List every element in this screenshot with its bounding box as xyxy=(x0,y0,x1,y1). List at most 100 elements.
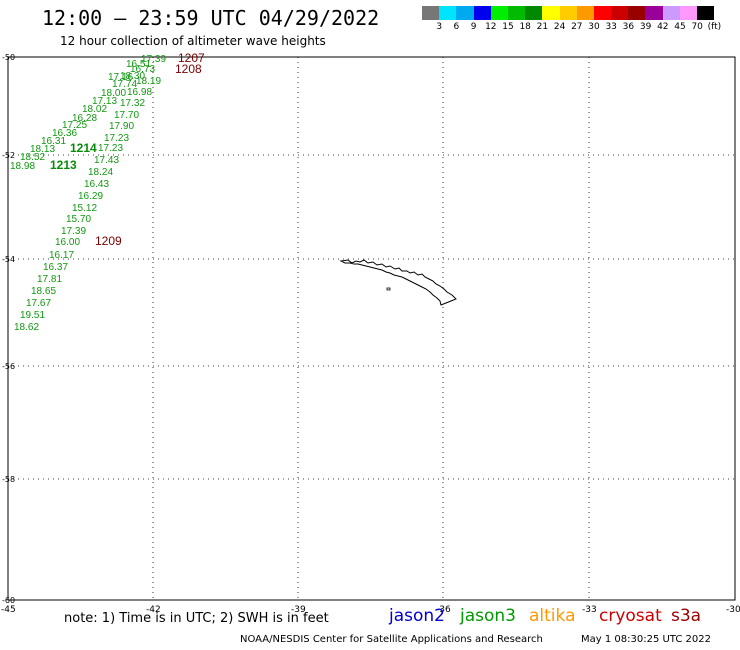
lon-label: -36 xyxy=(436,605,451,615)
swh-value: 17.13 xyxy=(92,96,117,107)
pass-id-label: 1207 xyxy=(178,51,205,65)
lon-label: -42 xyxy=(146,605,161,615)
lat-label: -56 xyxy=(2,362,15,371)
swh-value: 18.24 xyxy=(88,167,113,178)
colorbar-label: 3 xyxy=(436,22,443,32)
colorbar-label: 27 xyxy=(571,22,583,32)
map-frame xyxy=(7,56,736,601)
legend-jason2: jason2 xyxy=(389,606,445,626)
colorbar-swatch xyxy=(611,6,629,20)
pass-id-label: 1213 xyxy=(50,158,77,172)
swh-value: 18.65 xyxy=(31,286,56,297)
colorbar-swatch xyxy=(593,6,612,20)
colorbar-label: 24 xyxy=(553,22,566,32)
swh-value: 17.67 xyxy=(26,298,51,309)
legend-jason3: jason3 xyxy=(460,606,516,626)
swh-value: 18.02 xyxy=(82,104,107,115)
colorbar-swatch xyxy=(679,6,697,20)
colorbar-label: 12 xyxy=(485,22,497,32)
colorbar-label: (ft) xyxy=(707,22,722,32)
credit-line: NOAA/NESDIS Center for Satellite Applica… xyxy=(240,634,543,645)
longitude-gridlines xyxy=(152,57,590,600)
colorbar-label: 42 xyxy=(657,22,669,32)
lat-label: -50 xyxy=(2,53,15,62)
swh-value: 16.29 xyxy=(78,191,103,202)
colorbar-label: 15 xyxy=(502,22,514,32)
pass-id-label: 1214 xyxy=(70,141,97,155)
colorbar-label: 70 xyxy=(691,22,703,32)
legend-s3a: s3a xyxy=(671,606,702,626)
swh-value: 16.31 xyxy=(41,136,66,147)
lon-label: -33 xyxy=(582,605,597,615)
swh-value: 17.70 xyxy=(114,110,139,121)
colorbar-swatch xyxy=(490,6,508,20)
lat-label: -54 xyxy=(2,255,15,264)
colorbar-swatch xyxy=(507,6,526,20)
colorbar-swatch xyxy=(697,6,715,20)
swh-value: 17.23 xyxy=(104,133,129,144)
colorbar-swatch xyxy=(542,6,560,20)
swh-value: 16.37 xyxy=(43,262,68,273)
swh-value: 18.30 xyxy=(120,71,145,82)
colorbar-swatch xyxy=(662,6,680,20)
colorbar-label: 9 xyxy=(470,22,477,32)
lat-label: -60 xyxy=(2,596,15,605)
colorbar-swatch xyxy=(439,6,457,20)
colorbar-label: 30 xyxy=(588,22,600,32)
colorbar-label: 18 xyxy=(519,22,531,32)
colorbar-swatch xyxy=(576,6,594,20)
colorbar-swatch xyxy=(525,6,543,20)
swh-value: 16.98 xyxy=(127,87,152,98)
swh-value: 16.73 xyxy=(130,64,155,75)
swh-value: 17.90 xyxy=(109,121,134,132)
colorbar-label: 6 xyxy=(453,22,460,32)
lon-label: -30 xyxy=(726,605,740,615)
swh-value: 16.51 xyxy=(126,59,151,70)
colorbar-swatch xyxy=(422,6,440,20)
south-georgia-island xyxy=(339,259,457,306)
swh-value: 16.28 xyxy=(72,113,97,124)
lat-label: -52 xyxy=(2,151,15,160)
swh-value: 18.00 xyxy=(101,88,126,99)
lat-label: -58 xyxy=(2,475,15,484)
colorbar-label: 21 xyxy=(536,22,549,32)
swh-value: 17.81 xyxy=(37,274,62,285)
swh-value: 17.16 xyxy=(108,72,133,83)
colorbar-swatch xyxy=(559,6,577,20)
wave-height-colorbar xyxy=(422,6,715,20)
swh-value: 18.19 xyxy=(136,76,161,87)
swh-value: 19.51 xyxy=(20,310,45,321)
pass-id-label: 1208 xyxy=(175,62,202,76)
swh-value: 18.13 xyxy=(30,144,55,155)
colorbar-swatch xyxy=(473,6,491,20)
swh-value: 17.43 xyxy=(94,155,119,166)
colorbar-label: 39 xyxy=(639,22,652,32)
colorbar-swatch xyxy=(456,6,474,20)
swh-value: 16.17 xyxy=(49,250,74,261)
legend-altika: altika xyxy=(529,606,576,626)
generated-timestamp: May 1 08:30:25 UTC 2022 xyxy=(581,634,711,645)
lon-label: -39 xyxy=(291,605,306,615)
colorbar-swatch xyxy=(645,6,663,20)
swh-value: 16.00 xyxy=(55,237,80,248)
swh-value: 17.39 xyxy=(61,226,86,237)
colorbar-label: 36 xyxy=(622,22,635,32)
legend-cryosat: cryosat xyxy=(599,606,662,626)
swh-value: 18.98 xyxy=(10,161,35,172)
chart-subtitle: 12 hour collection of altimeter wave hei… xyxy=(60,34,326,48)
colorbar-label: 33 xyxy=(605,22,617,32)
footnote: note: 1) Time is in UTC; 2) SWH is in fe… xyxy=(64,611,329,626)
colorbar-label: 45 xyxy=(674,22,686,32)
swh-value: 17.74 xyxy=(112,79,137,90)
swh-value: 18.52 xyxy=(20,152,45,163)
swh-value: 15.70 xyxy=(66,214,91,225)
latitude-gridlines xyxy=(8,154,735,480)
chart-title: 12:00 – 23:59 UTC 04/29/2022 xyxy=(42,6,380,30)
swh-value: 17.39 xyxy=(141,54,166,65)
colorbar-swatch xyxy=(628,6,646,20)
swh-value: 15.12 xyxy=(72,203,97,214)
swh-value: 17.23 xyxy=(98,143,123,154)
lon-label: -45 xyxy=(1,605,16,615)
swh-value: 17.32 xyxy=(120,98,145,109)
